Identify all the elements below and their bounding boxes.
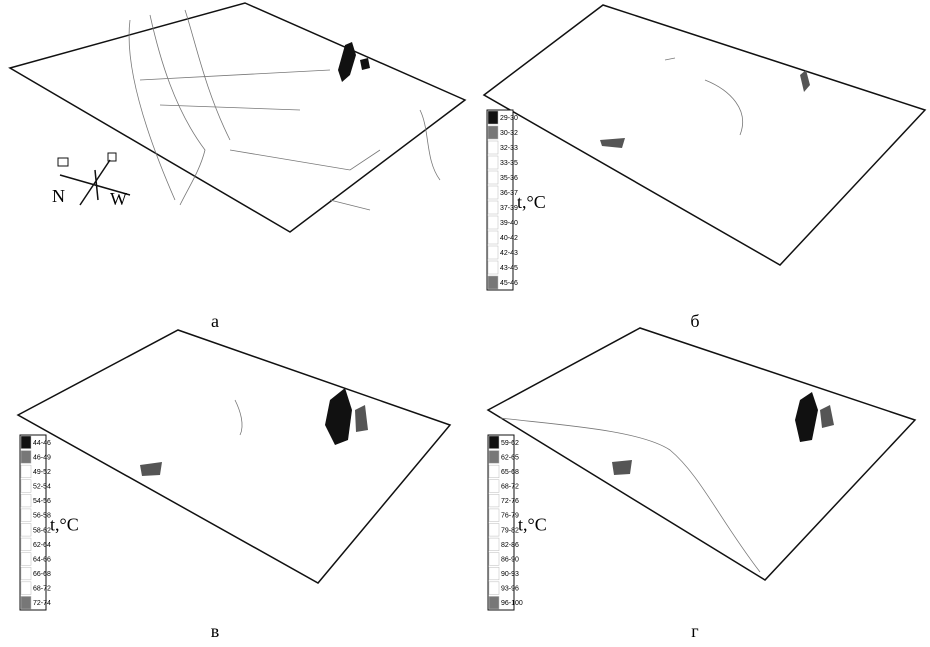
legend-label: 54-56 [33, 498, 51, 505]
legend-label: 46-49 [33, 454, 51, 461]
legend-label: 86-90 [501, 556, 519, 563]
legend-label: 36-37 [500, 190, 518, 197]
legend-title: t,°C [50, 515, 79, 535]
panel-label: б [690, 311, 699, 331]
legend-label: 68-72 [33, 586, 51, 593]
legend-title: t,°C [518, 515, 547, 535]
terrain-map [10, 3, 465, 232]
legend-swatch [21, 567, 31, 580]
legend-label: 79-82 [501, 527, 519, 534]
legend-label: 40-42 [500, 235, 518, 242]
legend-swatch [488, 201, 498, 214]
legend-swatch [488, 111, 498, 124]
legend-label: 42-43 [500, 250, 518, 257]
legend-label: 44-46 [33, 440, 51, 447]
legend-label: 35-36 [500, 175, 518, 182]
legend-label: 62-64 [33, 542, 51, 549]
panel-label: а [211, 311, 219, 331]
legend-label: 93-96 [501, 586, 519, 593]
legend-label: 37-39 [500, 205, 518, 212]
legend-swatch [21, 436, 31, 449]
legend-swatch [488, 276, 498, 289]
legend-label: 59-62 [501, 440, 519, 447]
legend-swatch [21, 538, 31, 551]
legend-swatch [21, 494, 31, 507]
legend-label: 90-93 [501, 571, 519, 578]
legend-swatch [489, 582, 499, 595]
legend-label: 58-62 [33, 527, 51, 534]
legend-label: 76-79 [501, 513, 519, 520]
legend-label: 72-76 [501, 498, 519, 505]
panel-label: в [211, 621, 220, 641]
legend-label: 49-52 [33, 469, 51, 476]
legend-swatch [488, 261, 498, 274]
legend-swatch [489, 596, 499, 609]
legend-label: 39-40 [500, 220, 518, 227]
legend-label: 56-58 [33, 513, 51, 520]
legend-swatch [21, 553, 31, 566]
legend-label: 64-66 [33, 556, 51, 563]
compass-label: W [110, 189, 127, 209]
legend-swatch [21, 524, 31, 537]
legend-label: 72-74 [33, 600, 51, 607]
legend-swatch [489, 509, 499, 522]
panel-b: б [484, 5, 925, 331]
legend-swatch [21, 480, 31, 493]
panel-d: г [488, 328, 915, 641]
terrain-map [488, 328, 915, 580]
legend-swatch [489, 451, 499, 464]
legend-swatch [488, 156, 498, 169]
legend-swatch [489, 465, 499, 478]
panel-label: г [691, 621, 698, 641]
legend-swatch [489, 436, 499, 449]
legend-swatch [489, 567, 499, 580]
legend-swatch [489, 553, 499, 566]
legend-label: 29-30 [500, 115, 518, 122]
figure: N W а б в г 29-30 30-32 32-33 33-35 35-36 36-… [0, 0, 930, 647]
legend-swatch [488, 186, 498, 199]
legend-label: 66-68 [33, 571, 51, 578]
legend-swatch [21, 465, 31, 478]
legend-swatch [21, 596, 31, 609]
legend-label: 43-45 [500, 265, 518, 272]
legend-swatch [488, 171, 498, 184]
legend-swatch [21, 451, 31, 464]
terrain-map [18, 330, 450, 583]
legend-swatch [489, 538, 499, 551]
legend-swatch [488, 141, 498, 154]
legend-label: 82-86 [501, 542, 519, 549]
legend-label: 30-32 [500, 130, 518, 137]
panel-c: в [18, 330, 450, 641]
legend-label: 33-35 [500, 160, 518, 167]
legend-swatch [488, 231, 498, 244]
legend-swatch [488, 246, 498, 259]
legend-label: 96-100 [501, 600, 523, 607]
legend-label: 45-46 [500, 280, 518, 287]
legend-swatch [489, 524, 499, 537]
compass: N W [52, 153, 130, 209]
legend-label: 52-54 [33, 484, 51, 491]
legend-swatch [488, 216, 498, 229]
legend-label: 65-68 [501, 469, 519, 476]
legend-swatch [489, 494, 499, 507]
legend-label: 68-72 [501, 484, 519, 491]
terrain-map [484, 5, 925, 265]
legend-swatch [21, 509, 31, 522]
legend-swatch [21, 582, 31, 595]
legend-label: 32-33 [500, 145, 518, 152]
legend-swatch [489, 480, 499, 493]
legend-label: 62-65 [501, 454, 519, 461]
panel-a: N W а [10, 3, 465, 331]
legend-swatch [488, 126, 498, 139]
compass-label: N [52, 186, 65, 206]
legend-title: t,°C [517, 192, 546, 212]
